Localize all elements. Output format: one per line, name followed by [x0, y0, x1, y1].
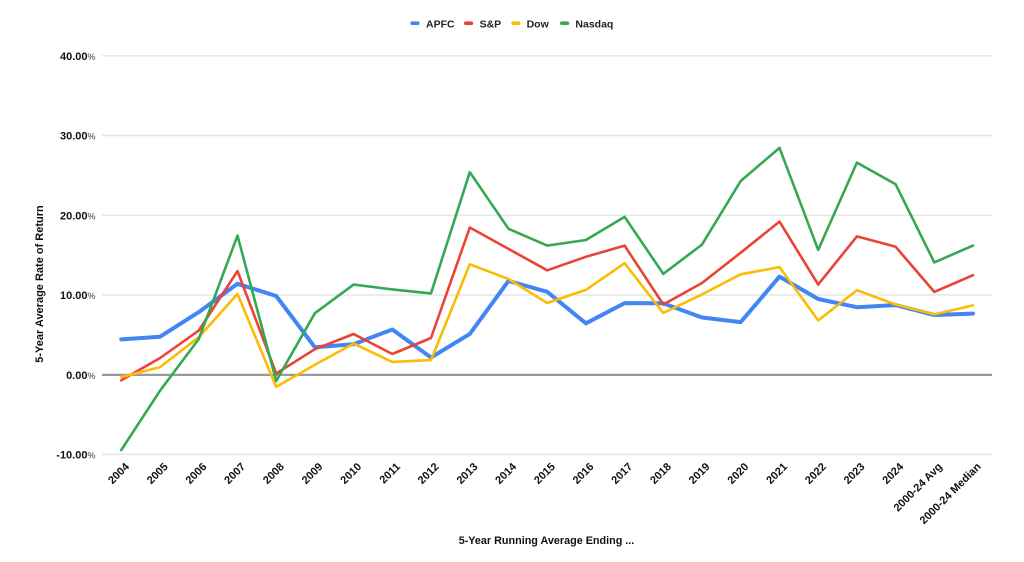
- svg-text:S&P: S&P: [480, 19, 502, 31]
- svg-text:40.00%: 40.00%: [60, 51, 96, 63]
- svg-text:10.00%: 10.00%: [60, 290, 96, 302]
- svg-text:0.00%: 0.00%: [66, 370, 95, 382]
- svg-text:5-Year Running Average Ending: 5-Year Running Average Ending ...: [459, 535, 635, 547]
- svg-text:20.00%: 20.00%: [60, 211, 96, 223]
- svg-text:Nasdaq: Nasdaq: [575, 19, 613, 31]
- svg-text:5-Year Average Rate of Return: 5-Year Average Rate of Return: [34, 205, 46, 363]
- svg-text:APFC: APFC: [426, 19, 455, 31]
- svg-text:-10.00%: -10.00%: [56, 450, 95, 462]
- svg-text:30.00%: 30.00%: [60, 131, 96, 143]
- svg-text:Dow: Dow: [527, 19, 550, 31]
